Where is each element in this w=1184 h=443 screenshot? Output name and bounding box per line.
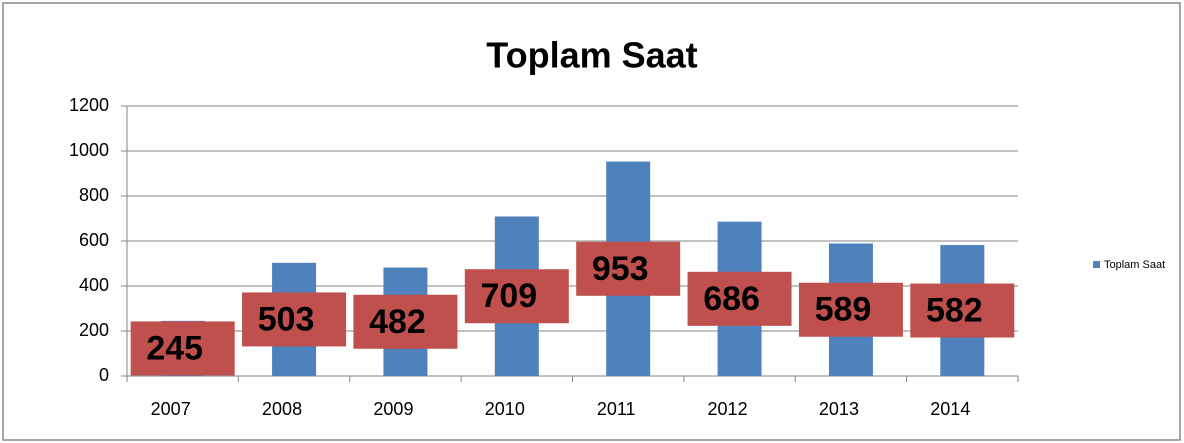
- y-tick-label: 800: [79, 185, 109, 205]
- data-label-box: [687, 271, 792, 326]
- data-label: 245: [146, 329, 203, 367]
- y-tick-label: 1200: [69, 95, 109, 115]
- data-label: 582: [926, 292, 983, 330]
- data-label: 953: [592, 250, 649, 288]
- x-tick-label: 2008: [262, 399, 302, 419]
- x-tick-label: 2012: [708, 399, 748, 419]
- data-label: 503: [258, 300, 315, 338]
- x-tick-label: 2014: [930, 399, 970, 419]
- data-label-box: [576, 241, 681, 296]
- data-label-box: [242, 292, 347, 347]
- data-label: 589: [815, 291, 872, 329]
- data-label: 482: [369, 303, 426, 341]
- data-label-box: [464, 269, 569, 324]
- y-tick-label: 600: [79, 230, 109, 250]
- y-tick-label: 0: [99, 365, 109, 385]
- data-label-box: [798, 282, 903, 337]
- data-label-box: [130, 321, 235, 376]
- x-tick-label: 2011: [597, 399, 636, 419]
- legend-label: Toplam Saat: [1104, 259, 1165, 271]
- x-tick-label: 2007: [151, 399, 191, 419]
- data-label: 709: [480, 277, 537, 315]
- x-tick-label: 2010: [485, 399, 525, 419]
- y-tick-label: 200: [79, 320, 109, 340]
- data-label: 686: [703, 280, 760, 318]
- x-tick-label: 2013: [819, 399, 859, 419]
- x-tick-label: 2009: [373, 399, 413, 419]
- chart-title: Toplam Saat: [486, 35, 697, 76]
- data-label-box: [910, 283, 1015, 338]
- data-label-box: [353, 294, 458, 349]
- y-tick-label: 1000: [69, 140, 109, 160]
- y-tick-label: 400: [79, 275, 109, 295]
- legend-swatch: [1093, 261, 1100, 268]
